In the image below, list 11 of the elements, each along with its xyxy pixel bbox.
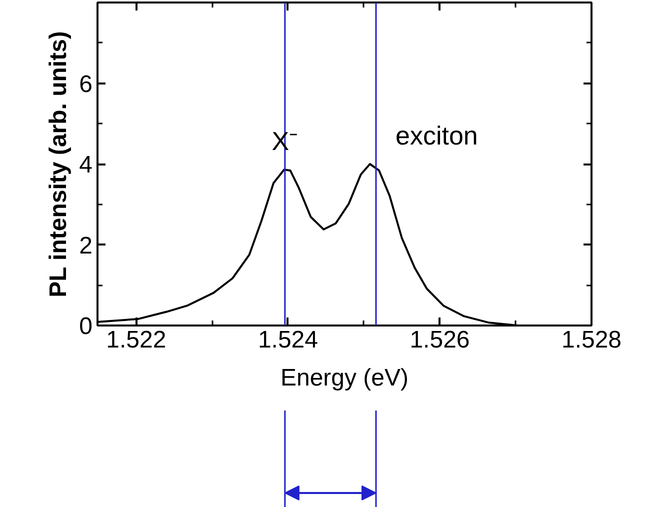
y-axis-title: PL intensity (arb. units) <box>45 31 72 298</box>
y-tick-label: 0 <box>79 313 93 340</box>
y-tick-label: 2 <box>79 232 93 260</box>
y-tick-label: 4 <box>79 152 93 178</box>
x-tick-label: 1.526 <box>410 326 470 354</box>
x-tick-label: 1.528 <box>561 326 622 354</box>
x-tick-label: 1.522 <box>106 326 166 354</box>
y-tick-label: 6 <box>79 70 93 98</box>
x-axis-title: Energy (eV) <box>280 364 409 392</box>
x-tick-label: 1.524 <box>258 326 318 354</box>
annotation: exciton <box>396 120 478 150</box>
